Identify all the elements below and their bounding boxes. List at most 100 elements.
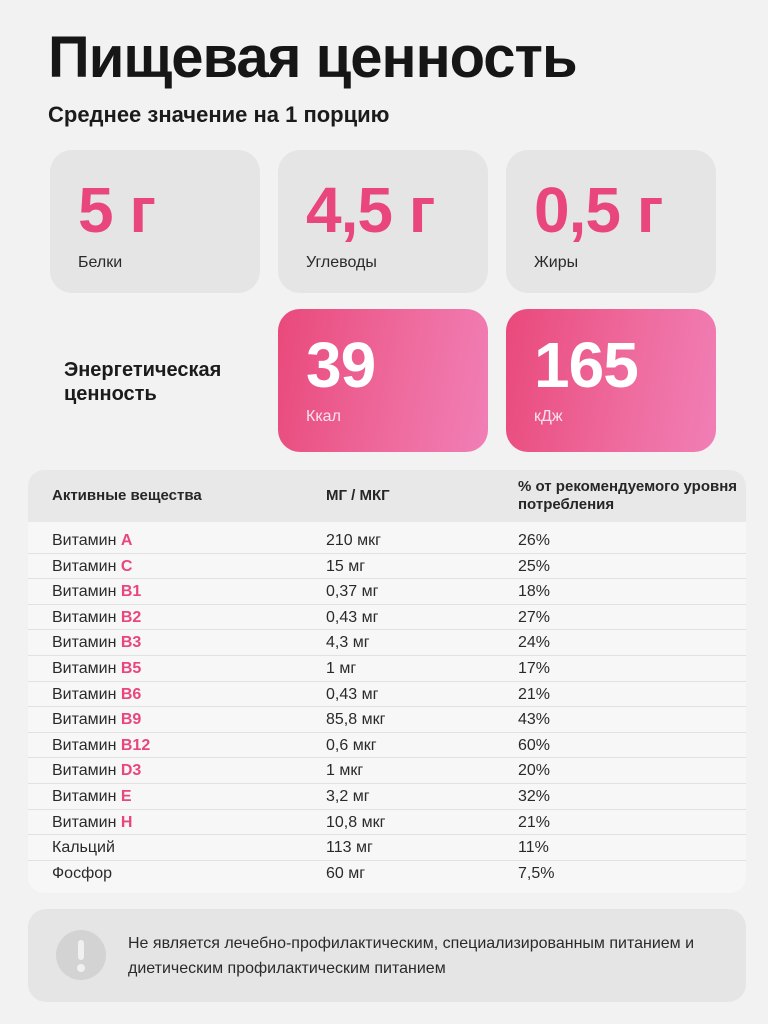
table-row: Витамин D3 1 мкг 20% bbox=[28, 758, 746, 784]
table-row: Витамин B5 1 мг 17% bbox=[28, 656, 746, 682]
disclaimer-text: Не является лечебно-профилактическим, сп… bbox=[128, 935, 695, 977]
fat-label: Жиры bbox=[534, 254, 579, 271]
disclaimer-notice: Не является лечебно-профилактическим, сп… bbox=[28, 909, 746, 1002]
substance-prefix: Фосфор bbox=[52, 864, 113, 882]
substance-name: Витамин H bbox=[52, 813, 132, 833]
substance-percent: 17% bbox=[518, 659, 551, 677]
substance-prefix: Витамин bbox=[52, 583, 121, 601]
substance-code: E bbox=[120, 787, 132, 805]
substance-amount: 0,43 мг bbox=[326, 608, 379, 626]
substance-amount: 60 мг bbox=[326, 864, 366, 882]
kcal-card: 39 Ккал bbox=[278, 309, 488, 452]
protein-card: 5 г Белки bbox=[50, 150, 260, 293]
substance-percent: 27% bbox=[518, 608, 551, 626]
table-row: Витамин E 3,2 мг 32% bbox=[28, 784, 746, 810]
table-row: Кальций 113 мг 11% bbox=[28, 835, 746, 861]
substance-percent: 21% bbox=[518, 813, 551, 831]
table-header: Активные вещества МГ / МКГ % от рекоменд… bbox=[28, 470, 746, 522]
substance-percent: 21% bbox=[518, 685, 551, 703]
substance-prefix: Витамин bbox=[52, 608, 121, 626]
substance-prefix: Витамин bbox=[52, 532, 121, 549]
substance-percent: 32% bbox=[518, 787, 551, 805]
substance-code: B6 bbox=[120, 685, 142, 703]
kj-card: 165 кДж bbox=[506, 309, 716, 452]
substance-amount: 10,8 мкг bbox=[326, 813, 386, 831]
substance-percent: 60% bbox=[518, 736, 551, 754]
substance-prefix: Витамин bbox=[52, 762, 121, 780]
header-percent: % от рекомендуемого уровня потребления bbox=[518, 478, 738, 513]
substance-percent: 24% bbox=[518, 634, 551, 652]
substance-amount: 1 мг bbox=[326, 659, 357, 677]
energy-label: Энергетическая ценность bbox=[64, 359, 222, 405]
substance-amount: 113 мг bbox=[326, 839, 373, 857]
carbs-value: 4,5 г bbox=[306, 174, 435, 246]
substance-prefix: Витамин bbox=[52, 736, 121, 754]
table-row: Витамин B9 85,8 мкг 43% bbox=[28, 707, 746, 733]
carbs-card: 4,5 г Углеводы bbox=[278, 150, 488, 293]
substance-prefix: Витамин bbox=[52, 685, 121, 703]
table-row: Витамин B12 0,6 мкг 60% bbox=[28, 733, 746, 759]
substance-prefix: Витамин bbox=[52, 813, 121, 831]
substance-amount: 3,2 мг bbox=[326, 787, 370, 805]
substance-percent: 7,5% bbox=[518, 864, 555, 882]
table-row: Витамин B1 0,37 мг 18% bbox=[28, 579, 746, 605]
substance-code: B1 bbox=[120, 583, 142, 601]
substance-name: Витамин B1 bbox=[52, 582, 141, 602]
fat-value: 0,5 г bbox=[534, 174, 663, 246]
table-row: Витамин A 210 мкг 26% bbox=[28, 528, 746, 554]
substance-prefix: Витамин bbox=[52, 787, 121, 805]
substance-code: C bbox=[120, 557, 133, 575]
fat-card: 0,5 г Жиры bbox=[506, 150, 716, 293]
header-name: Активные вещества bbox=[52, 487, 202, 504]
substance-name: Витамин B2 bbox=[52, 608, 141, 628]
substance-amount: 0,37 мг bbox=[326, 583, 379, 601]
substance-code: B2 bbox=[120, 608, 142, 626]
substance-percent: 43% bbox=[518, 711, 551, 729]
exclamation-icon bbox=[56, 930, 106, 980]
substance-percent: 11% bbox=[518, 839, 549, 857]
substance-percent: 25% bbox=[518, 557, 551, 575]
protein-value: 5 г bbox=[78, 174, 156, 246]
substance-name: Витамин B6 bbox=[52, 685, 141, 705]
substance-amount: 210 мкг bbox=[326, 532, 381, 549]
table-row: Витамин B2 0,43 мг 27% bbox=[28, 605, 746, 631]
substance-amount: 0,43 мг bbox=[326, 685, 379, 703]
header-amount: МГ / МКГ bbox=[326, 487, 390, 504]
substance-name: Витамин B3 bbox=[52, 633, 141, 653]
substance-prefix: Витамин bbox=[52, 659, 121, 677]
substance-percent: 18% bbox=[518, 583, 551, 601]
carbs-label: Углеводы bbox=[306, 254, 377, 271]
substance-name: Витамин B12 bbox=[52, 736, 150, 756]
substance-name: Кальций bbox=[52, 838, 115, 858]
page-title: Пищевая ценность bbox=[48, 25, 578, 90]
substance-name: Витамин D3 bbox=[52, 761, 141, 781]
substance-name: Витамин C bbox=[52, 557, 132, 577]
substance-prefix: Витамин bbox=[52, 634, 121, 652]
substance-code: A bbox=[120, 532, 133, 549]
substance-amount: 85,8 мкг bbox=[326, 711, 386, 729]
substance-amount: 15 мг bbox=[326, 557, 366, 575]
substance-code: H bbox=[120, 813, 133, 831]
kj-label: кДж bbox=[534, 408, 563, 425]
table-row: Витамин H 10,8 мкг 21% bbox=[28, 810, 746, 836]
table-row: Витамин B6 0,43 мг 21% bbox=[28, 682, 746, 708]
protein-label: Белки bbox=[78, 254, 123, 271]
substance-percent: 26% bbox=[518, 532, 551, 549]
substance-amount: 1 мкг bbox=[326, 762, 364, 780]
substance-name: Витамин B9 bbox=[52, 710, 141, 730]
substance-prefix: Витамин bbox=[52, 557, 121, 575]
kcal-label: Ккал bbox=[306, 408, 341, 425]
substance-name: Фосфор bbox=[52, 864, 112, 884]
substance-code: B12 bbox=[120, 736, 151, 754]
table-row: Витамин B3 4,3 мг 24% bbox=[28, 630, 746, 656]
kcal-value: 39 bbox=[306, 329, 376, 401]
substance-name: Витамин B5 bbox=[52, 659, 141, 679]
substance-name: Витамин E bbox=[52, 787, 132, 807]
page-subtitle: Среднее значение на 1 порцию bbox=[48, 102, 390, 127]
active-substances-table: Активные вещества МГ / МКГ % от рекоменд… bbox=[28, 470, 746, 893]
substance-code: B5 bbox=[120, 659, 142, 677]
substance-code: B3 bbox=[120, 634, 142, 652]
substance-prefix: Витамин bbox=[52, 711, 121, 729]
substance-code: D3 bbox=[120, 762, 142, 780]
